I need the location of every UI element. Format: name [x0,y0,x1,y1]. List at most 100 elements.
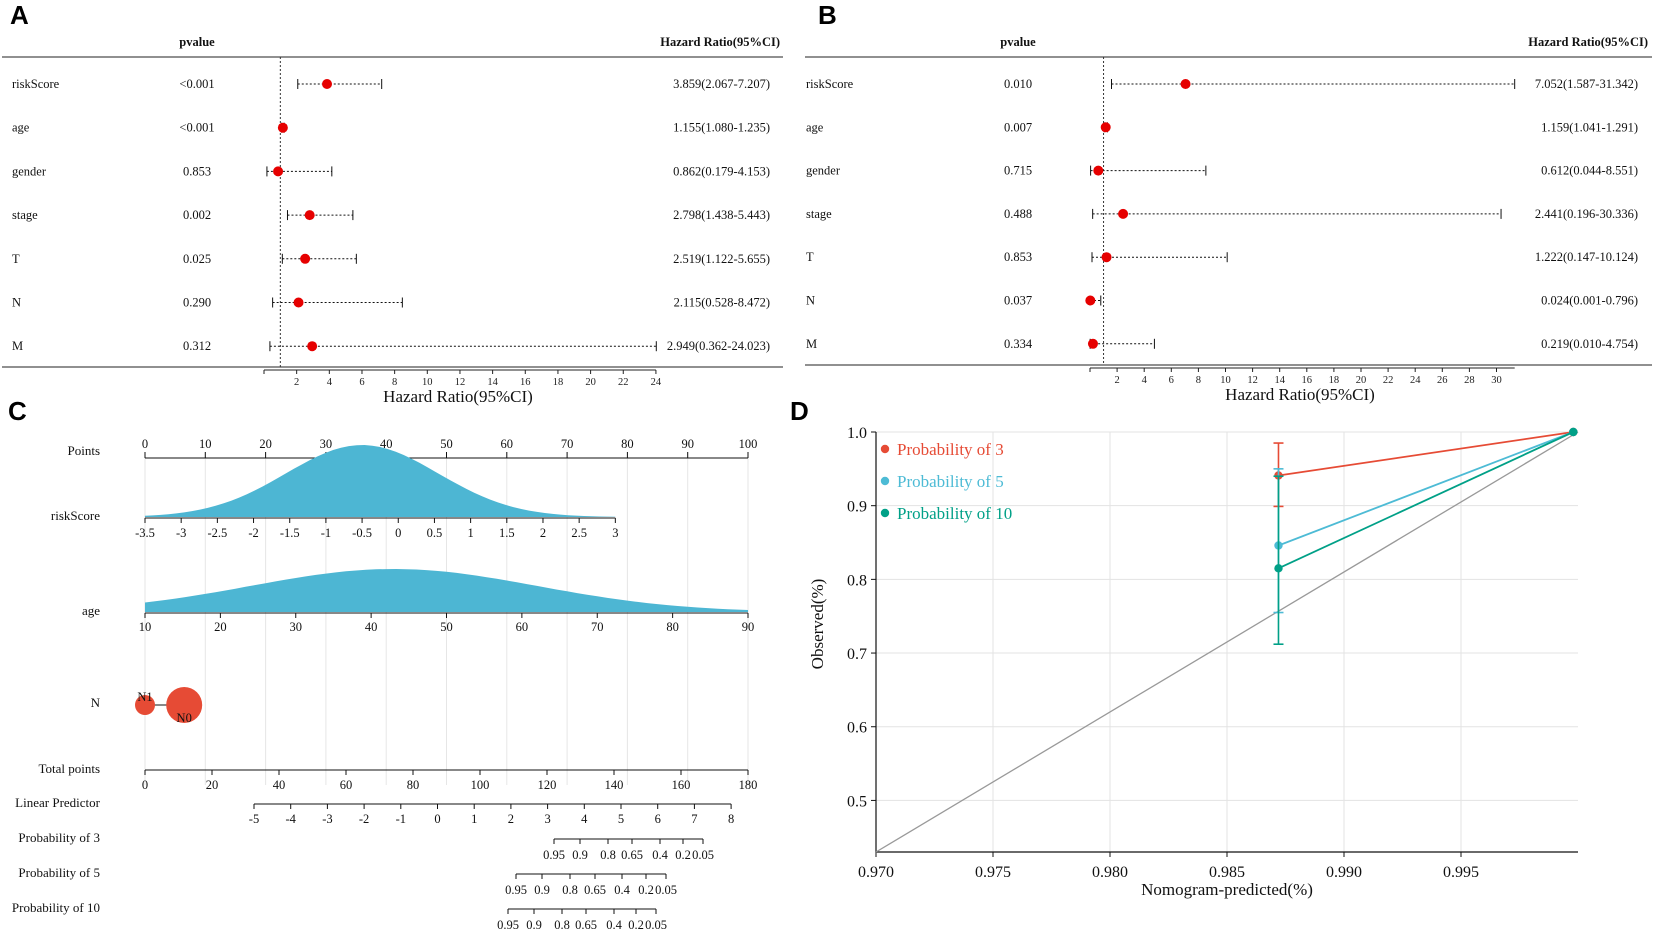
row-label: N [806,294,815,308]
y-tick-label: 0.9 [847,499,867,516]
points-tick-label: 20 [259,437,272,451]
y-tick-label: 0.7 [847,646,867,663]
probability-tick-label: 0.9 [572,848,588,862]
age-tick-label: 10 [139,620,152,634]
series-line [1278,431,1574,477]
linear-predictor-tick-label: 6 [655,812,661,826]
legend-label: Probability of 3 [897,440,1004,459]
row-pvalue: 0.488 [1004,207,1032,221]
total-points-tick-label: 80 [407,778,420,792]
series-line [1278,431,1574,547]
row-label: N [12,296,21,310]
x-tick-label: 0.980 [1092,864,1128,881]
calibration-plot-d: 0.970 0.975 0.980 0.985 0.990 0.995 1.0 0.9 0.8 0… [808,425,1579,899]
hazard-ratio-point [1118,208,1129,219]
x-tick-label: 18 [553,377,564,388]
legend-marker [880,508,890,518]
probability-tick-label: 0.05 [692,848,714,862]
x-tick-label: 4 [1142,375,1148,386]
x-tick-label: 2 [294,377,299,388]
row-pvalue: 0.025 [183,252,211,266]
ideal-diagonal-line [875,431,1579,853]
riskscore-tick-label: 3 [612,526,618,540]
x-axis-title: Hazard Ratio(95%CI) [1225,385,1375,404]
x-axis-title: Hazard Ratio(95%CI) [383,387,533,406]
hazard-ratio-point [1180,79,1191,89]
x-tick-label: 8 [1196,375,1201,386]
probability-tick-label: 0.8 [600,848,616,862]
points-tick-label: 10 [199,437,212,451]
panel-label-c: C [8,396,27,426]
row-label: M [12,339,23,353]
riskscore-tick-label: 0 [395,526,401,540]
hazard-ratio-point [307,341,318,352]
total-points-tick-label: 100 [471,778,490,792]
row-pvalue: 0.853 [183,164,211,178]
total-points-tick-label: 20 [206,778,219,792]
linear-predictor-tick-label: 1 [471,812,477,826]
row-hr-text: 0.862(0.179-4.153) [673,164,770,178]
age-tick-label: 40 [365,620,378,634]
nomogram-row-label: Points [67,443,100,458]
series-line [1278,431,1574,570]
x-tick-label: 12 [455,377,466,388]
nomogram-row-label: Probability of 5 [18,865,100,880]
panel-label-d: D [790,396,809,426]
row-label: age [12,121,30,135]
hazard-ratio-point [293,297,304,308]
x-tick-label: 2 [1114,375,1119,386]
row-hr-text: 0.219(0.010-4.754) [1541,337,1638,351]
age-density [145,569,748,612]
row-pvalue: 0.002 [183,208,211,222]
points-tick-label: 50 [440,437,453,451]
row-pvalue: 0.290 [183,296,211,310]
linear-predictor-tick-label: 7 [691,812,697,826]
hazard-ratio-point [1100,122,1111,133]
row-pvalue: <0.001 [179,77,214,91]
row-hr-text: 3.859(2.067-7.207) [673,77,770,91]
row-hr-text: 1.222(0.147-10.124) [1535,250,1638,264]
row-hr-text: 1.159(1.041-1.291) [1541,120,1638,134]
x-tick-label: 0.990 [1326,864,1362,881]
row-hr-text: 2.798(1.438-5.443) [673,208,770,222]
n0-bubble [166,687,203,723]
y-tick-label: 0.6 [847,720,867,737]
probability-tick-label: 0.9 [534,883,550,897]
riskscore-tick-label: -1.5 [280,526,300,540]
probability-tick-label: 0.05 [645,918,667,929]
header-hazard-ratio: Hazard Ratio(95%CI) [1528,35,1648,49]
row-label: stage [806,207,832,221]
riskscore-tick-label: 2 [540,526,546,540]
probability-tick-label: 0.8 [554,918,570,929]
nomogram-row-label: Total points [38,761,100,776]
riskscore-density [145,445,616,517]
row-label: stage [12,208,38,222]
linear-predictor-tick-label: 0 [434,812,440,826]
x-tick-label: 0.970 [858,864,894,881]
row-pvalue: 0.037 [1004,294,1032,308]
row-hr-text: 0.612(0.044-8.551) [1541,164,1638,178]
points-tick-label: 90 [681,437,694,451]
linear-predictor-tick-label: -3 [322,812,332,826]
row-hr-text: 0.024(0.001-0.796) [1541,294,1638,308]
legend-marker [880,444,890,454]
row-pvalue: <0.001 [179,121,214,135]
probability-tick-label: 0.4 [614,883,630,897]
n1-bubble [135,695,155,715]
x-tick-label: 14 [487,377,498,388]
linear-predictor-tick-label: -5 [249,812,259,826]
points-tick-label: 100 [739,437,758,451]
hazard-ratio-point [277,122,288,133]
age-tick-label: 20 [214,620,227,634]
probability-tick-label: 0.4 [606,918,622,929]
age-tick-label: 50 [440,620,453,634]
n1-label: N1 [137,690,152,704]
nomogram-row-label: Probability of 10 [12,900,100,915]
x-tick-label: 6 [1169,375,1174,386]
riskscore-tick-label: -0.5 [352,526,372,540]
hazard-ratio-point [1087,338,1098,349]
probability-tick-label: 0.2 [638,883,654,897]
row-pvalue: 0.007 [1004,120,1032,134]
x-tick-label: 18 [1329,375,1340,386]
